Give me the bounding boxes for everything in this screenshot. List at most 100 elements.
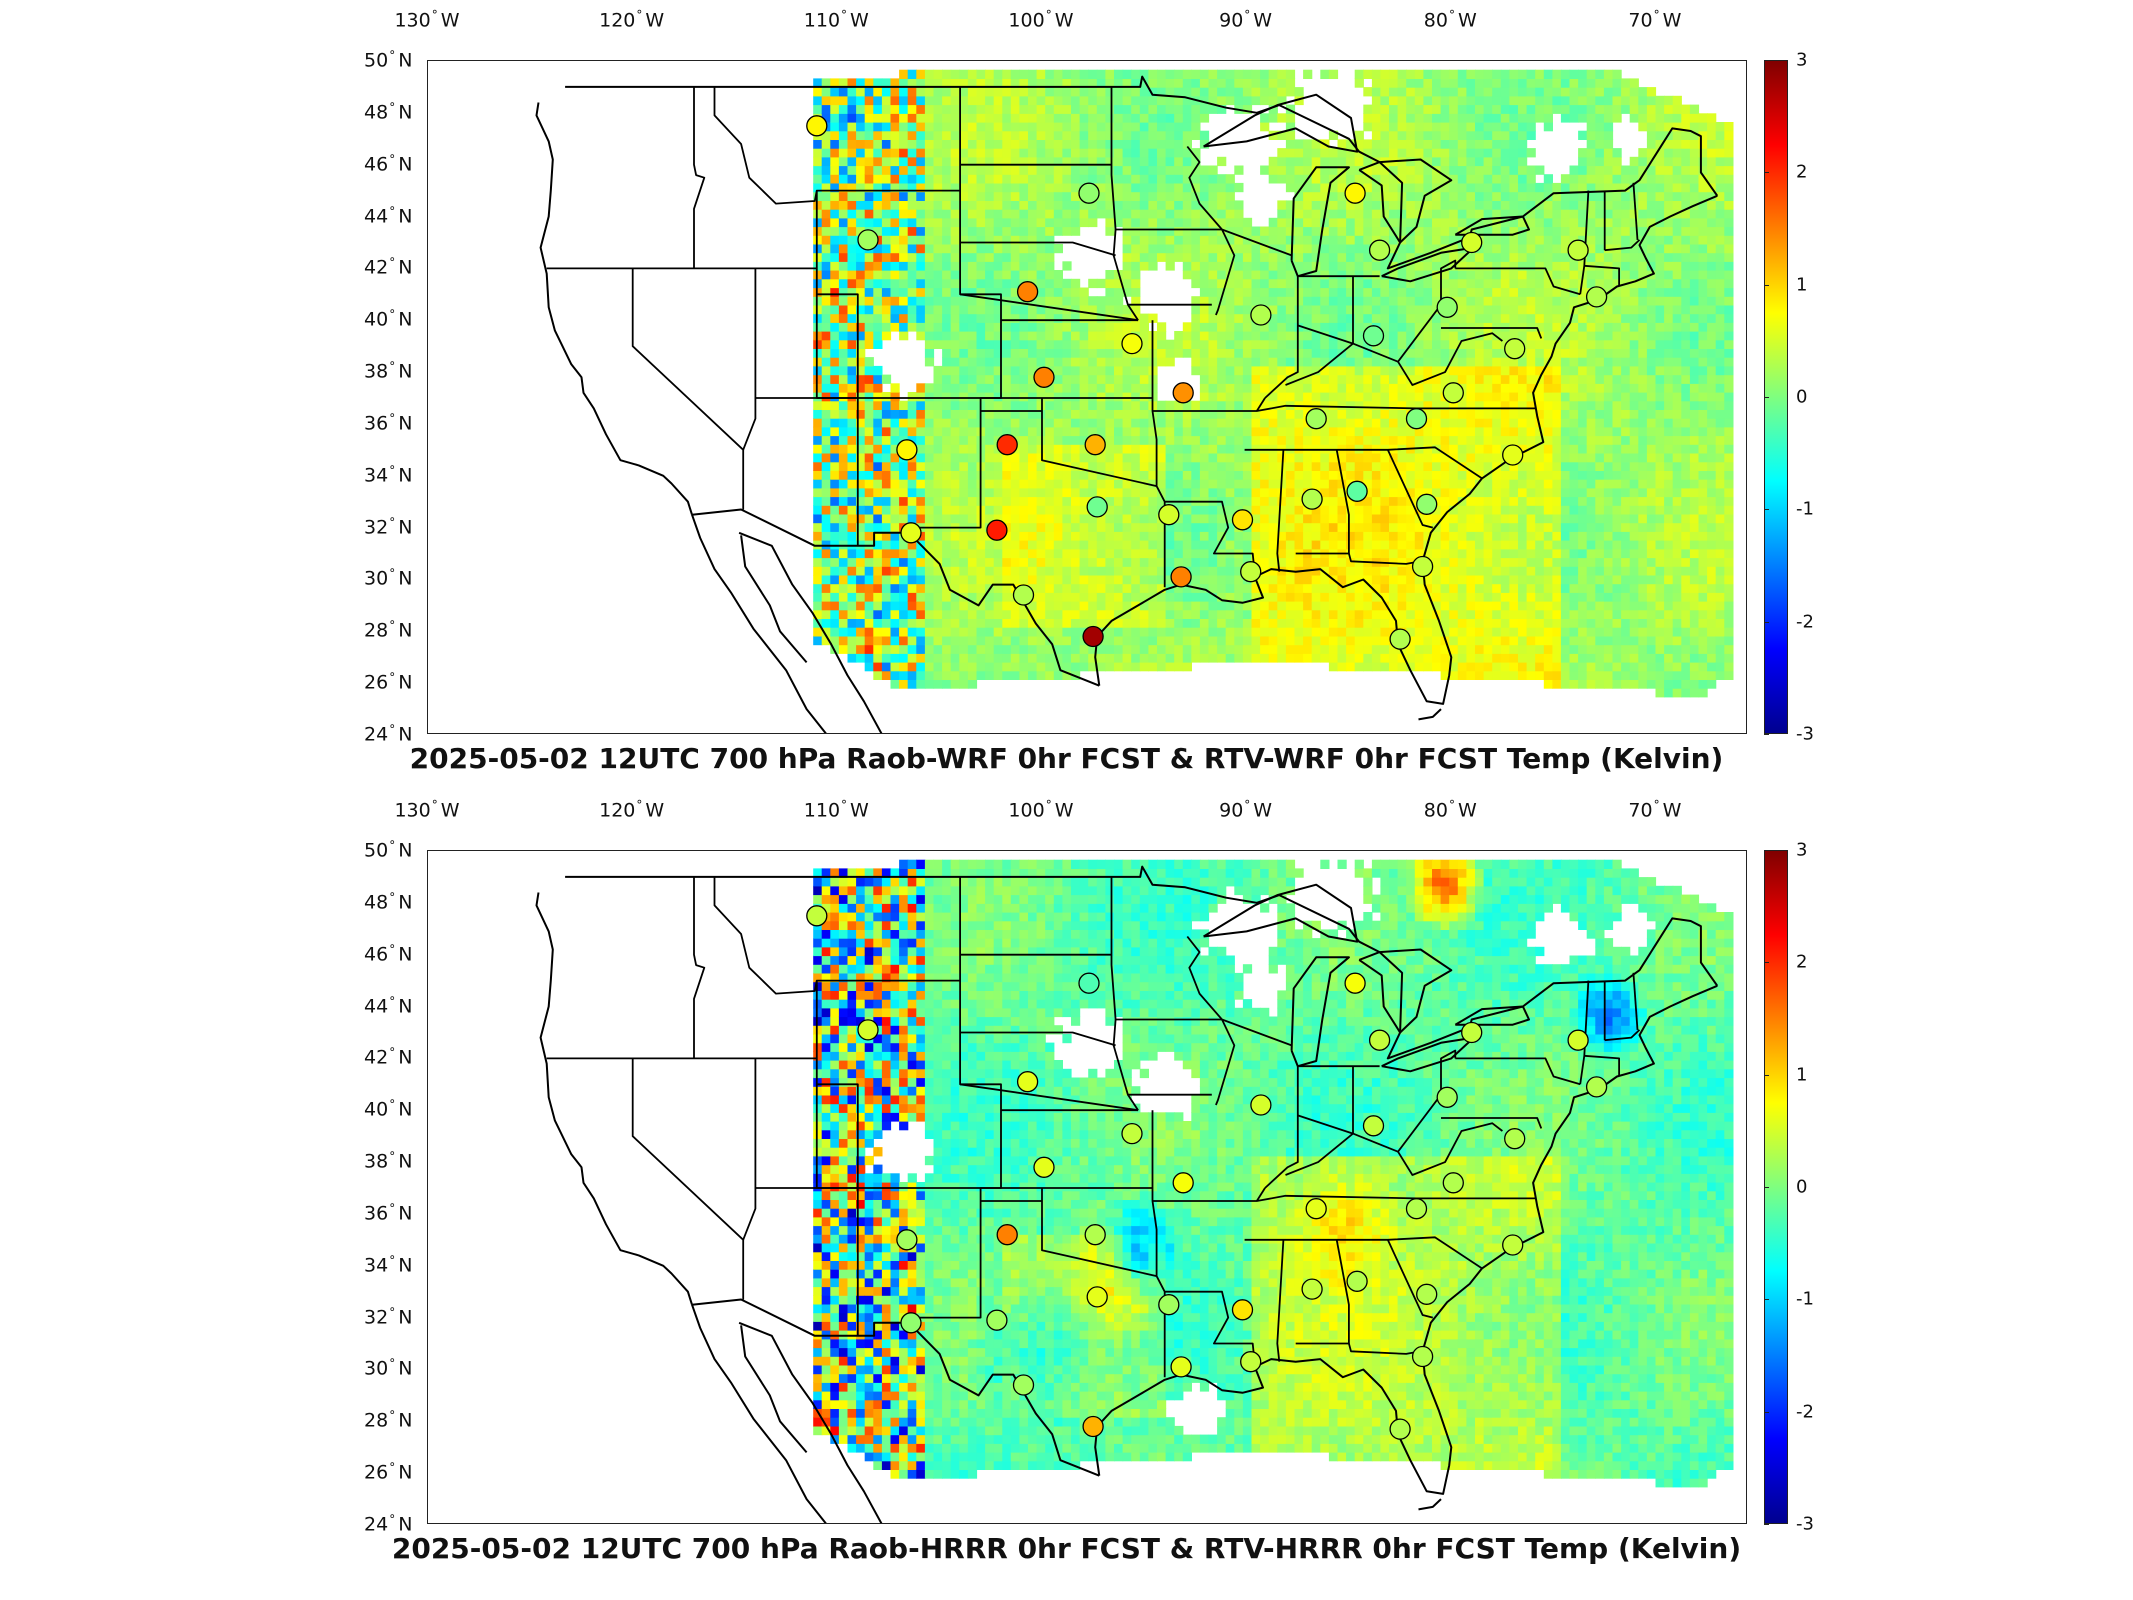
raob-station-marker bbox=[1416, 1283, 1438, 1305]
anomaly-field-hrrr bbox=[813, 859, 1734, 1488]
raob-station-marker bbox=[1170, 1356, 1192, 1378]
raob-station-marker bbox=[1301, 1278, 1323, 1300]
raob-station-marker bbox=[1585, 286, 1608, 308]
longitude-label: 70° W bbox=[1628, 798, 1682, 822]
raob-station-marker bbox=[1442, 382, 1464, 404]
raob-station-marker bbox=[1368, 1029, 1391, 1051]
raob-station-marker bbox=[1250, 304, 1272, 326]
latitude-label: 48° N bbox=[364, 890, 413, 914]
map-frame-hrrr bbox=[427, 850, 1747, 1524]
raob-station-marker bbox=[1504, 1128, 1526, 1150]
raob-station-marker bbox=[1346, 1270, 1368, 1292]
raob-stations-hrrr bbox=[806, 905, 1608, 1440]
raob-station-marker bbox=[1411, 555, 1434, 578]
colorbar-tick-label: 3 bbox=[1796, 49, 1808, 71]
colorbar-tick-label: -3 bbox=[1796, 723, 1814, 745]
raob-station-marker bbox=[1033, 366, 1055, 388]
latitude-label: 46° N bbox=[364, 942, 413, 966]
raob-station-marker bbox=[1405, 1198, 1428, 1220]
raob-station-marker bbox=[1084, 1224, 1106, 1246]
latitude-label: 38° N bbox=[364, 1149, 413, 1173]
raob-station-marker bbox=[857, 229, 879, 251]
colorbar-tick-mark bbox=[1764, 172, 1769, 174]
raob-station-marker bbox=[1121, 1122, 1143, 1145]
raob-station-marker bbox=[1121, 332, 1143, 355]
raob-station-marker bbox=[1502, 1234, 1524, 1256]
raob-station-marker bbox=[986, 1309, 1008, 1331]
raob-station-marker bbox=[1305, 408, 1327, 430]
raob-station-marker bbox=[1305, 1198, 1327, 1220]
raob-station-marker bbox=[1012, 584, 1035, 606]
latitude-label: 44° N bbox=[364, 203, 413, 228]
colorbar-tick-mark bbox=[1764, 509, 1769, 511]
raob-station-marker bbox=[1362, 325, 1385, 347]
raob-station-marker bbox=[1250, 1094, 1272, 1116]
latitude-label: 32° N bbox=[364, 1304, 413, 1329]
longitude-label: 110° W bbox=[803, 798, 869, 822]
colorbar-tick-label: 0 bbox=[1796, 1176, 1808, 1198]
raob-station-marker bbox=[1436, 1086, 1458, 1108]
raob-station-marker bbox=[857, 1019, 879, 1041]
raob-station-marker bbox=[1368, 239, 1391, 261]
raob-station-marker bbox=[1585, 1076, 1608, 1098]
anomaly-field-wrf bbox=[813, 69, 1734, 698]
longitude-label: 110° W bbox=[803, 8, 869, 32]
raob-station-marker bbox=[806, 115, 828, 137]
raob-station-marker bbox=[1016, 281, 1039, 303]
latitude-label: 24° N bbox=[364, 722, 413, 746]
raob-station-marker bbox=[1016, 1071, 1039, 1093]
raob-station-marker bbox=[996, 434, 1018, 456]
raob-station-marker bbox=[1082, 1415, 1104, 1438]
latitude-label: 30° N bbox=[364, 566, 413, 591]
colorbar-tick-mark bbox=[1764, 1411, 1769, 1413]
raob-station-marker bbox=[1504, 338, 1526, 360]
colorbar-tick-label: 1 bbox=[1796, 274, 1808, 296]
raob-station-marker bbox=[1442, 1172, 1464, 1194]
panel-title-bottom: 2025-05-02 12UTC 700 hPa Raob-HRRR 0hr F… bbox=[391, 1532, 1742, 1565]
latitude-label: 42° N bbox=[364, 1045, 413, 1070]
colorbar-tick-label: 0 bbox=[1796, 386, 1808, 408]
raob-station-marker bbox=[986, 519, 1008, 541]
map-frame-wrf bbox=[427, 60, 1747, 734]
raob-station-marker bbox=[1389, 628, 1411, 650]
boundary-lines-hrrr bbox=[535, 865, 1719, 1523]
latitude-label: 44° N bbox=[364, 993, 413, 1018]
longitude-label: 70° W bbox=[1628, 8, 1682, 32]
longitude-label: 100° W bbox=[1008, 8, 1074, 32]
latitude-label: 42° N bbox=[364, 255, 413, 280]
latitude-label: 36° N bbox=[364, 1201, 413, 1225]
raob-station-marker bbox=[1461, 231, 1483, 254]
longitude-label: 80° W bbox=[1423, 798, 1477, 822]
colorbar-tick-label: -1 bbox=[1796, 498, 1814, 520]
raob-station-marker bbox=[996, 1224, 1018, 1246]
longitude-label: 120° W bbox=[599, 8, 665, 32]
colorbar-tick-mark bbox=[1764, 1524, 1769, 1525]
raob-station-marker bbox=[1078, 972, 1100, 994]
longitude-label: 90° W bbox=[1219, 8, 1273, 32]
colorbar-tick-mark bbox=[1764, 850, 1769, 851]
raob-station-marker bbox=[900, 1312, 922, 1334]
colorbar-tick-mark bbox=[1764, 1074, 1769, 1076]
raob-station-marker bbox=[1086, 1286, 1108, 1308]
raob-station-marker bbox=[900, 522, 922, 544]
latitude-label: 28° N bbox=[364, 618, 413, 642]
raob-station-marker bbox=[1158, 1294, 1180, 1316]
latitude-label: 40° N bbox=[364, 307, 413, 331]
colorbar-tick-mark bbox=[1764, 1187, 1769, 1188]
raob-station-marker bbox=[1567, 239, 1589, 261]
raob-station-marker bbox=[1346, 480, 1368, 502]
raob-station-marker bbox=[1240, 561, 1262, 583]
raob-station-marker bbox=[1082, 625, 1104, 648]
colorbar-tick-mark bbox=[1764, 397, 1769, 398]
panel-title-top: 2025-05-02 12UTC 700 hPa Raob-WRF 0hr FC… bbox=[409, 742, 1724, 775]
raob-station-marker bbox=[1344, 182, 1366, 204]
map-svg-hrrr bbox=[535, 859, 1734, 1523]
colorbar-tick-label: -1 bbox=[1796, 1288, 1814, 1310]
longitude-label: 130° W bbox=[394, 8, 460, 32]
raob-station-marker bbox=[1231, 1299, 1254, 1321]
raob-station-marker bbox=[1389, 1418, 1411, 1440]
latitude-label: 28° N bbox=[364, 1408, 413, 1432]
longitude-label: 120° W bbox=[599, 798, 665, 822]
colorbar-tick-label: 3 bbox=[1796, 839, 1808, 861]
colorbar-tick-mark bbox=[1764, 1299, 1769, 1301]
